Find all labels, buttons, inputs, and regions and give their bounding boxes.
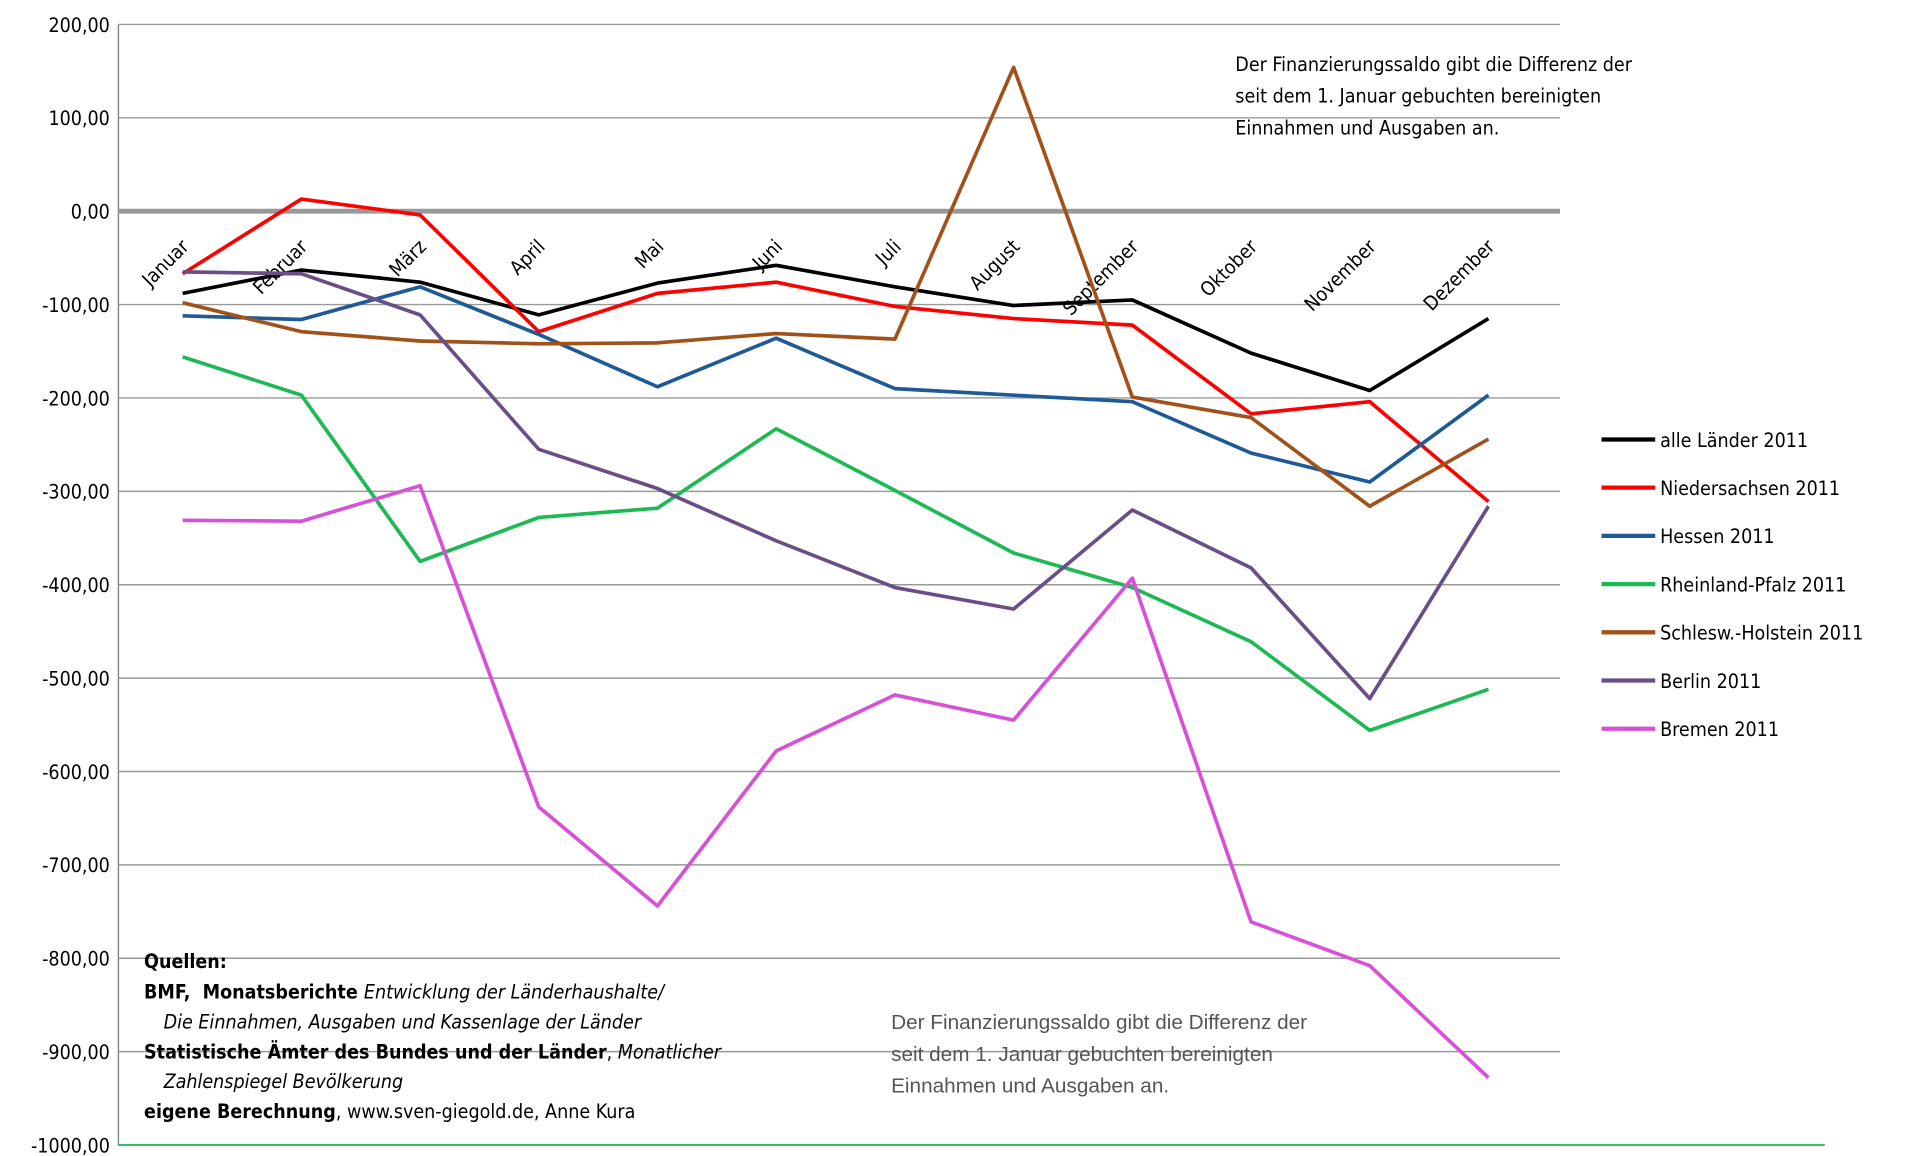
y-tick-label: 0,00	[71, 201, 110, 224]
x-tick-label: April	[505, 235, 550, 280]
legend-label: Bremen 2011	[1660, 718, 1779, 741]
x-tick-label: Mai	[630, 235, 668, 273]
annotation-text: Einnahmen und Ausgaben an.	[891, 1075, 1169, 1098]
x-tick-label: August	[965, 235, 1025, 295]
x-tick-label: Juli	[870, 235, 905, 270]
y-tick-label: -200,00	[42, 387, 110, 410]
sources-line: BMF, Monatsberichte Entwicklung der Länd…	[144, 981, 666, 1004]
y-tick-label: -700,00	[42, 854, 110, 877]
annotation-text: Einnahmen und Ausgaben an.	[1235, 116, 1499, 139]
series-line	[181, 197, 1490, 504]
x-tick-label: März	[385, 235, 431, 281]
legend-label: Schlesw.-Holstein 2011	[1660, 622, 1863, 645]
y-tick-label: -600,00	[42, 761, 110, 784]
sources-segment: , www.sven-giegold.de, Anne Kura	[336, 1100, 636, 1123]
series-line	[182, 483, 1490, 1080]
sources-segment: Monatlicher	[618, 1040, 723, 1063]
legend-label: Hessen 2011	[1660, 525, 1775, 548]
legend-label: Berlin 2011	[1660, 670, 1761, 693]
sources-segment: Zahlenspiegel Bevölkerung	[163, 1070, 404, 1093]
legend-label: Niedersachsen 2011	[1660, 477, 1840, 500]
sources-heading: Quellen:	[144, 950, 227, 973]
y-tick-label: -400,00	[42, 574, 110, 597]
y-tick-label: -1000,00	[31, 1134, 110, 1156]
y-tick-label: -300,00	[42, 481, 110, 504]
x-tick-label: Dezember	[1419, 235, 1500, 316]
sources-segment: eigene Berechnung	[144, 1100, 336, 1123]
series-line	[182, 270, 1491, 701]
sources-line: Zahlenspiegel Bevölkerung	[163, 1070, 404, 1093]
sources-line: Statistische Ämter des Bundes und der Lä…	[144, 1039, 723, 1063]
annotation-text: Der Finanzierungssaldo gibt die Differen…	[891, 1011, 1307, 1034]
legend-label: alle Länder 2011	[1660, 429, 1808, 452]
x-tick-label: Januar	[137, 235, 194, 292]
x-tick-label: November	[1300, 235, 1381, 316]
sources-segment: Entwicklung der Länderhaushalte/	[364, 981, 666, 1004]
sources-segment: Die Einnahmen, Ausgaben und Kassenlage d…	[164, 1010, 643, 1033]
sources-segment: BMF, Monatsberichte	[144, 981, 364, 1004]
y-tick-label: -800,00	[42, 948, 110, 971]
x-tick-label: Oktober	[1196, 235, 1263, 302]
series-line	[182, 65, 1490, 509]
sources-segment: Statistische Ämter des Bundes und der Lä…	[144, 1039, 607, 1063]
x-tick-label: Februar	[248, 235, 312, 299]
series-line	[182, 355, 1490, 733]
y-tick-label: 200,00	[48, 14, 109, 37]
annotation-text: seit dem 1. Januar gebuchten bereinigten	[1235, 85, 1601, 108]
sources-line: Die Einnahmen, Ausgaben und Kassenlage d…	[164, 1010, 643, 1033]
y-tick-label: -900,00	[42, 1041, 110, 1064]
y-tick-label: -500,00	[42, 667, 110, 690]
sources-segment: ,	[607, 1040, 618, 1063]
annotation-text: seit dem 1. Januar gebuchten bereinigten	[891, 1043, 1273, 1066]
y-tick-label: -100,00	[42, 294, 110, 317]
series-line	[182, 284, 1490, 484]
series-line	[182, 263, 1490, 393]
y-tick-label: 100,00	[48, 107, 109, 130]
annotation-text: Der Finanzierungssaldo gibt die Differen…	[1235, 53, 1632, 76]
legend-label: Rheinland-Pfalz 2011	[1660, 573, 1846, 596]
sources-line: eigene Berechnung, www.sven-giegold.de, …	[144, 1100, 635, 1123]
